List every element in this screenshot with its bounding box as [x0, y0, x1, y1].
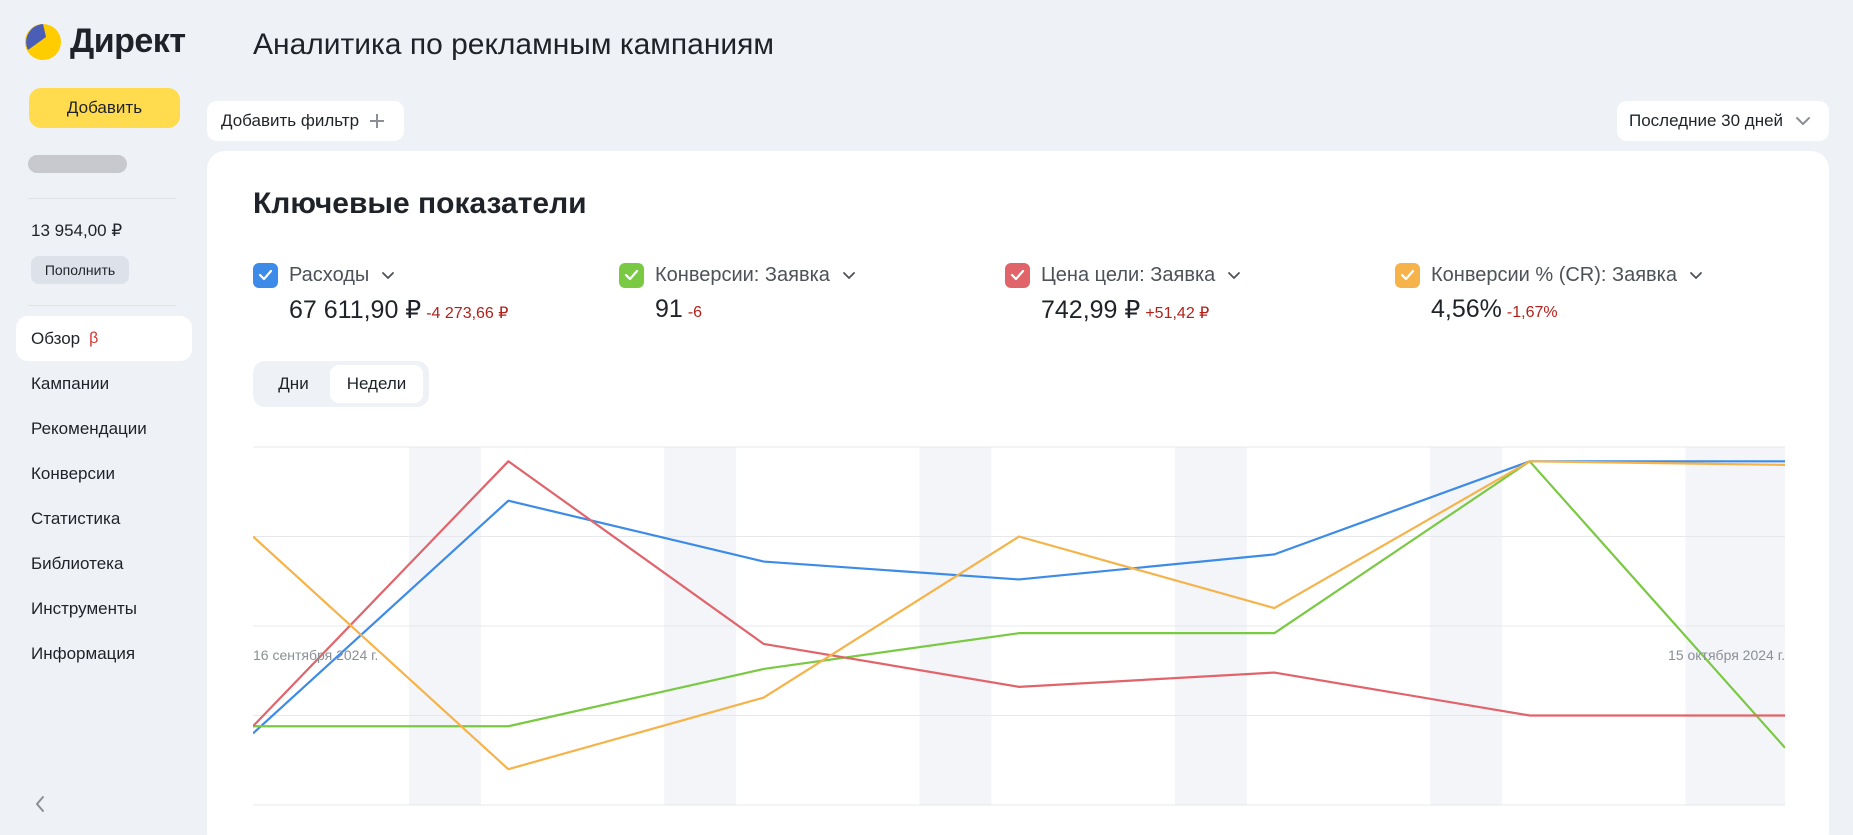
sidebar-item-label: Инструменты	[31, 598, 138, 618]
checkbox-checked-icon[interactable]	[1005, 262, 1030, 288]
sidebar-item-label: Обзор	[31, 328, 81, 348]
series-line-1[interactable]	[253, 460, 1785, 749]
metric-delta: +51,42 ₽	[1145, 305, 1210, 322]
account-balance: 13 954,00 ₽	[31, 221, 123, 240]
series-line-3[interactable]	[253, 460, 1785, 771]
checkbox-checked-icon[interactable]	[253, 262, 278, 288]
card-title: Ключевые показатели	[253, 187, 587, 220]
sidebar: Директ Добавить 13 954,00 ₽ Пополнить Об…	[0, 0, 200, 835]
metric-value: 4,56%	[1431, 295, 1502, 323]
sidebar-item-label: Статистика	[31, 508, 121, 528]
granularity-weeks-button[interactable]: Недели	[330, 365, 423, 403]
metric-delta: -6	[687, 304, 703, 321]
x-axis-start-label: 16 сентября 2024 г.	[253, 647, 379, 663]
sidebar-item-campaigns[interactable]: Кампании	[16, 361, 192, 406]
metric-delta: -4 273,66 ₽	[426, 305, 509, 322]
period-label: Последние 30 дней	[1629, 111, 1784, 130]
sidebar-item-tools[interactable]: Инструменты	[16, 586, 192, 631]
period-select[interactable]: Последние 30 дней	[1617, 101, 1829, 141]
metric-label: Конверсии: Заявка	[655, 263, 830, 286]
chevron-down-icon	[1796, 117, 1811, 125]
page-title: Аналитика по рекламным кампаниям	[253, 28, 775, 61]
sidebar-item-overview[interactable]: Обзор β	[16, 316, 192, 361]
user-name-placeholder[interactable]	[28, 155, 127, 173]
sidebar-item-info[interactable]: Информация	[16, 631, 192, 676]
metrics-line-chart[interactable]	[253, 435, 1785, 835]
metric-conversions[interactable]: Конверсии: Заявка 91 -6	[619, 261, 856, 324]
metric-spend[interactable]: Расходы 67 611,90 ₽ -4 273,66 ₽	[253, 261, 508, 325]
metric-conversion-rate[interactable]: Конверсии % (CR): Заявка 4,56% -1,67%	[1395, 261, 1703, 324]
metric-value: 742,99 ₽	[1041, 296, 1141, 324]
yandex-logo-icon	[24, 23, 62, 61]
x-axis-end-label: 15 октября 2024 г.	[1668, 647, 1785, 663]
sidebar-item-label: Рекомендации	[31, 418, 147, 438]
chart-svg	[253, 446, 1785, 806]
sidebar-item-recommendations[interactable]: Рекомендации	[16, 406, 192, 451]
metric-label: Расходы	[289, 263, 370, 286]
series-line-0[interactable]	[253, 460, 1785, 735]
sidebar-item-label: Библиотека	[31, 553, 124, 573]
granularity-days-button[interactable]: Дни	[278, 374, 309, 393]
sidebar-item-label: Информация	[31, 643, 136, 663]
sidebar-nav: Обзор β Кампании Рекомендации Конверсии …	[16, 316, 192, 676]
checkbox-checked-icon[interactable]	[1395, 262, 1420, 288]
logo[interactable]: Директ	[24, 22, 186, 61]
chevron-down-icon[interactable]	[842, 268, 856, 282]
granularity-switch: Дни Недели	[253, 361, 429, 407]
sidebar-item-library[interactable]: Библиотека	[16, 541, 192, 586]
logo-text: Директ	[70, 22, 186, 60]
metric-value: 91	[655, 295, 683, 323]
add-filter-button[interactable]: Добавить фильтр	[207, 101, 404, 141]
topup-button[interactable]: Пополнить	[31, 256, 129, 284]
series-line-2[interactable]	[253, 460, 1785, 728]
add-button[interactable]: Добавить	[29, 88, 180, 128]
sidebar-item-statistics[interactable]: Статистика	[16, 496, 192, 541]
metric-value: 67 611,90 ₽	[289, 296, 422, 324]
chevron-down-icon[interactable]	[381, 268, 395, 282]
checkbox-checked-icon[interactable]	[619, 262, 644, 288]
chevron-down-icon[interactable]	[1689, 268, 1703, 282]
plus-icon	[369, 113, 385, 129]
chevron-down-icon[interactable]	[1227, 268, 1241, 282]
chevron-left-icon	[36, 796, 44, 812]
sidebar-item-label: Кампании	[31, 373, 110, 393]
sidebar-item-label: Конверсии	[31, 463, 115, 483]
beta-badge: β	[89, 329, 99, 347]
sidebar-divider	[28, 305, 176, 306]
collapse-sidebar-button[interactable]	[30, 794, 50, 814]
sidebar-divider	[28, 198, 176, 199]
metric-label: Цена цели: Заявка	[1041, 263, 1216, 286]
metric-label: Конверсии % (CR): Заявка	[1431, 263, 1677, 286]
metric-goal-cost[interactable]: Цена цели: Заявка 742,99 ₽ +51,42 ₽	[1005, 261, 1241, 325]
metric-delta: -1,67%	[1506, 304, 1558, 321]
key-metrics-card: Ключевые показатели Расходы 67 611,90 ₽ …	[207, 151, 1829, 835]
add-filter-label: Добавить фильтр	[221, 111, 360, 130]
sidebar-item-conversions[interactable]: Конверсии	[16, 451, 192, 496]
